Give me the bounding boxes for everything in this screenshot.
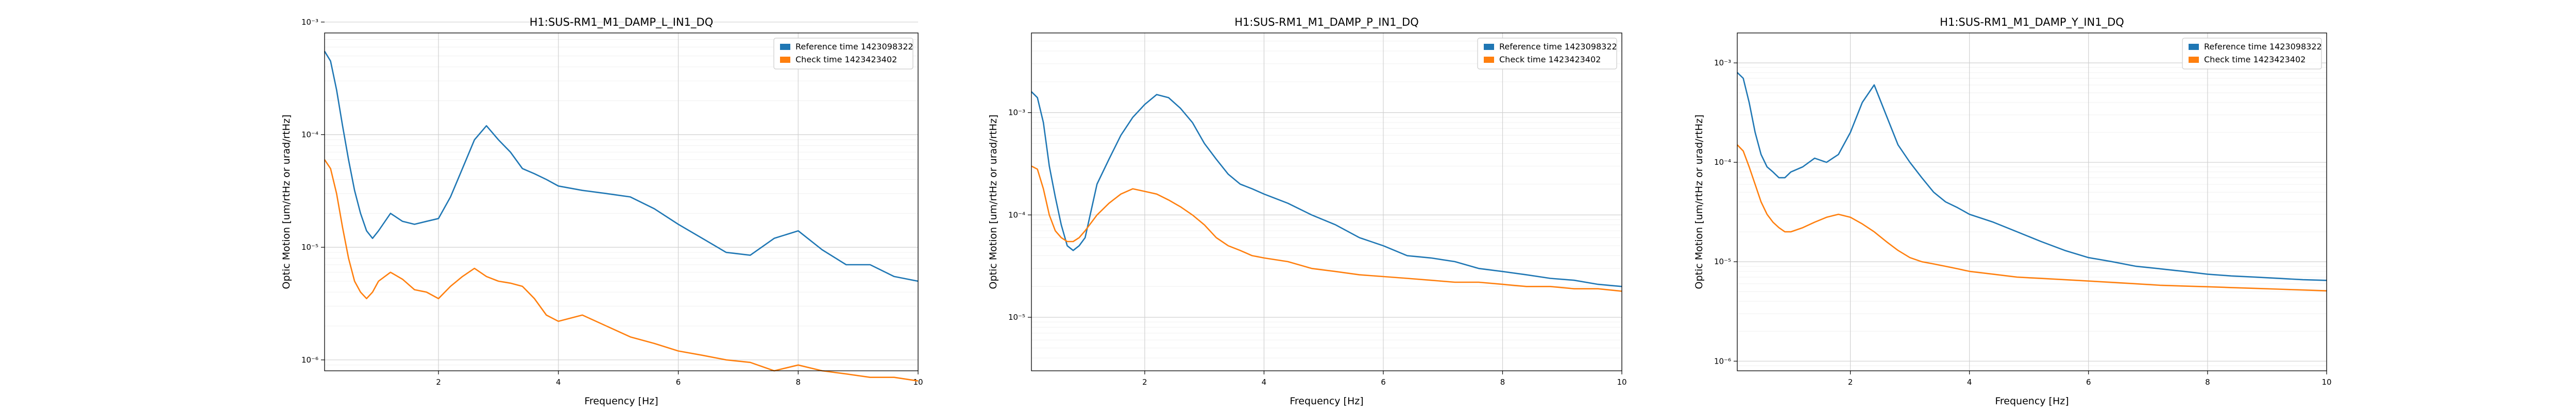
chart-panel-1: 10⁻⁶ 10⁻⁵ 10⁻⁴ 10⁻³ 2 4 6 8 10 H1:SUS-RM1_M1_DAMP… bbox=[281, 16, 923, 407]
legend-label: Check time 1423423402 bbox=[795, 55, 897, 64]
legend: Reference time 1423098322 Check time 1423… bbox=[2182, 38, 2322, 70]
legend: Reference time 1423098322 Check time 1423… bbox=[773, 38, 913, 70]
legend-label: Check time 1423423402 bbox=[1499, 55, 1601, 64]
legend-label: Reference time 1423098322 bbox=[1499, 42, 1617, 52]
x-axis-label: Frequency [Hz] bbox=[1290, 396, 1363, 407]
y-axis-label: Optic Motion [um/rtHz or urad/rtHz] bbox=[281, 115, 292, 289]
legend-box bbox=[773, 38, 913, 70]
legend-swatch-reference bbox=[780, 44, 790, 50]
x-tick-label: 8 bbox=[2205, 377, 2210, 387]
x-tick-label: 10 bbox=[913, 377, 923, 387]
x-tick-label: 2 bbox=[436, 377, 441, 387]
y-tick-label: 10⁻⁴ bbox=[1714, 158, 1731, 167]
x-tick-label: 4 bbox=[556, 377, 561, 387]
plot-frame bbox=[324, 32, 919, 371]
y-tick-label: 10⁻⁶ bbox=[1714, 356, 1731, 366]
y-tick-label: 10⁻³ bbox=[1714, 58, 1731, 67]
legend-swatch-check bbox=[1484, 57, 1494, 63]
x-tick-label: 10 bbox=[1617, 377, 1626, 387]
plot-frame bbox=[1031, 32, 1622, 371]
x-tick-label: 4 bbox=[1262, 377, 1267, 387]
x-tick-label: 6 bbox=[676, 377, 681, 387]
chart-panel-2: 10⁻⁵ 10⁻⁴ 10⁻³ 2 4 6 8 10 H1:SUS-RM1_M1_DAMP_P_I… bbox=[988, 16, 1627, 407]
y-tick-label: 10⁻⁵ bbox=[301, 243, 318, 252]
x-tick-label: 8 bbox=[795, 377, 801, 387]
legend-swatch-reference bbox=[1484, 44, 1494, 50]
series-line-check bbox=[1737, 144, 2327, 291]
y-axis-label: Optic Motion [um/rtHz or urad/rtHz] bbox=[988, 115, 999, 289]
y-tick-label: 10⁻³ bbox=[1008, 108, 1025, 117]
legend-label: Reference time 1423098322 bbox=[2204, 42, 2322, 52]
y-tick-label: 10⁻⁵ bbox=[1008, 313, 1025, 322]
series-line-check bbox=[324, 159, 919, 382]
plot-area bbox=[1031, 33, 1622, 371]
x-tick-label: 6 bbox=[2086, 377, 2091, 387]
plot-area bbox=[325, 33, 918, 371]
x-tick-label: 2 bbox=[1848, 377, 1853, 387]
chart-title: H1:SUS-RM1_M1_DAMP_L_IN1_DQ bbox=[530, 16, 714, 29]
series-line-reference bbox=[324, 50, 919, 282]
y-axis-label: Optic Motion [um/rtHz or urad/rtHz] bbox=[1693, 115, 1705, 289]
chart-title: H1:SUS-RM1_M1_DAMP_Y_IN1_DQ bbox=[1940, 16, 2124, 29]
x-tick-label: 4 bbox=[1967, 377, 1972, 387]
y-tick-label: 10⁻⁴ bbox=[301, 130, 318, 139]
series-line-reference bbox=[1031, 91, 1622, 287]
series-line-check bbox=[1031, 165, 1622, 292]
x-tick-label: 8 bbox=[1500, 377, 1505, 387]
legend-swatch-check bbox=[780, 57, 790, 63]
y-tick-label: 10⁻⁶ bbox=[301, 355, 318, 365]
plot-frame bbox=[1737, 32, 2327, 371]
legend-label: Check time 1423423402 bbox=[2204, 55, 2306, 64]
y-tick-label: 10⁻⁴ bbox=[1008, 210, 1025, 219]
x-tick-label: 2 bbox=[1142, 377, 1147, 387]
y-tick-label: 10⁻⁵ bbox=[1714, 257, 1731, 266]
legend: Reference time 1423098322 Check time 1423… bbox=[1477, 38, 1617, 70]
x-axis-label: Frequency [Hz] bbox=[1995, 396, 2069, 407]
legend-swatch-reference bbox=[2189, 44, 2199, 50]
series-line-reference bbox=[1737, 72, 2327, 281]
chart-panel-3: 10⁻⁶ 10⁻⁵ 10⁻⁴ 10⁻³ 2 4 6 8 10 H1:SUS-RM1_M1_DAMP… bbox=[1693, 16, 2332, 407]
x-tick-label: 10 bbox=[2321, 377, 2331, 387]
legend-box bbox=[1477, 38, 1617, 70]
legend-label: Reference time 1423098322 bbox=[795, 42, 913, 52]
legend-box bbox=[2182, 38, 2322, 70]
x-axis-label: Frequency [Hz] bbox=[584, 396, 658, 407]
legend-swatch-check bbox=[2189, 57, 2199, 63]
y-tick-label: 10⁻³ bbox=[301, 18, 318, 27]
x-tick-label: 6 bbox=[1381, 377, 1386, 387]
chart-title: H1:SUS-RM1_M1_DAMP_P_IN1_DQ bbox=[1234, 16, 1418, 29]
grid-lines bbox=[1737, 33, 2327, 371]
